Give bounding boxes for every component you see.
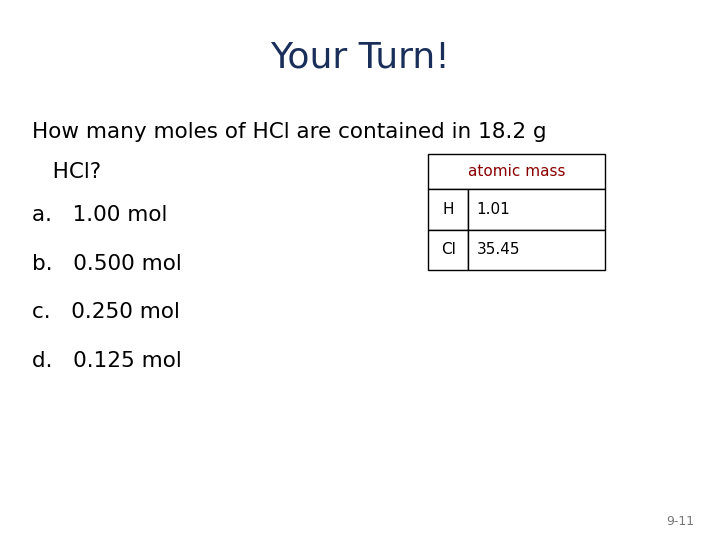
Text: 1.01: 1.01: [477, 202, 510, 217]
Bar: [468, 189, 605, 230]
Text: 35.45: 35.45: [477, 242, 520, 257]
Text: b.   0.500 mol: b. 0.500 mol: [32, 254, 182, 274]
Text: Your Turn!: Your Turn!: [270, 40, 450, 75]
Text: c.   0.250 mol: c. 0.250 mol: [32, 302, 180, 322]
Bar: [428, 230, 468, 270]
Text: 9-11: 9-11: [667, 515, 695, 528]
Text: H: H: [443, 202, 454, 217]
Bar: [468, 230, 605, 270]
Bar: [428, 154, 605, 189]
Text: How many moles of HCl are contained in 18.2 g: How many moles of HCl are contained in 1…: [32, 122, 547, 141]
Text: Cl: Cl: [441, 242, 456, 257]
Bar: [428, 189, 468, 230]
Text: HCl?: HCl?: [32, 162, 102, 182]
Text: d.   0.125 mol: d. 0.125 mol: [32, 351, 182, 371]
Text: a.   1.00 mol: a. 1.00 mol: [32, 205, 168, 225]
Text: atomic mass: atomic mass: [468, 164, 565, 179]
